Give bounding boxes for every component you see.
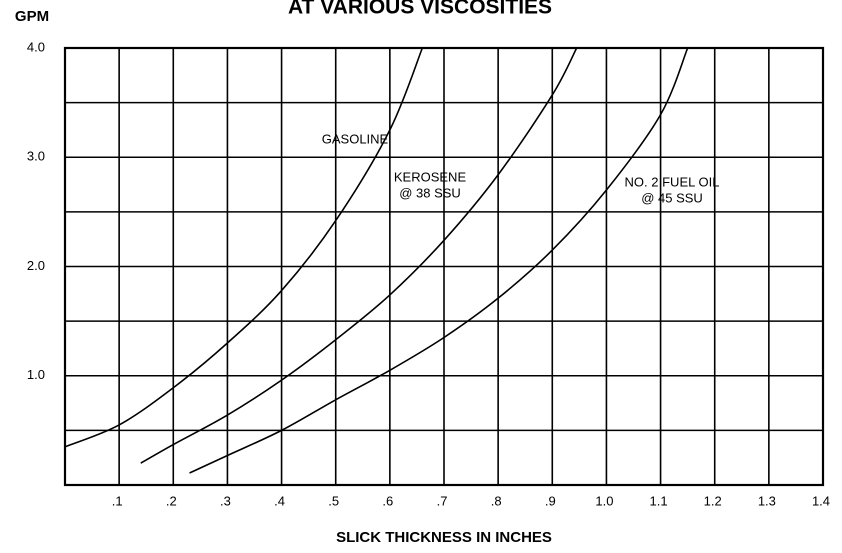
x-tick-label: .9 <box>545 493 556 508</box>
curve-label: GASOLINE <box>322 131 389 146</box>
x-tick-label: 1.1 <box>650 493 668 508</box>
x-tick-label: 1.3 <box>758 493 776 508</box>
y-tick-label: 3.0 <box>27 149 45 164</box>
curve <box>64 47 424 448</box>
x-tick-label: 1.0 <box>595 493 613 508</box>
x-tick-label: 1.4 <box>812 493 830 508</box>
x-tick-label: 1.2 <box>704 493 722 508</box>
curve <box>140 47 578 464</box>
curve-label: @ 45 SSU <box>641 190 703 205</box>
y-tick-label: 1.0 <box>27 367 45 382</box>
x-tick-label: .3 <box>220 493 231 508</box>
curve-label: KEROSENE <box>394 169 467 184</box>
x-tick-label: .1 <box>112 493 123 508</box>
y-tick-label: 2.0 <box>27 258 45 273</box>
x-tick-label: .8 <box>491 493 502 508</box>
curve-label: @ 38 SSU <box>399 185 461 200</box>
x-tick-label: .7 <box>437 493 448 508</box>
x-tick-label: .6 <box>382 493 393 508</box>
curve-label: NO. 2 FUEL OIL <box>625 174 720 189</box>
chart-title: AT VARIOUS VISCOSITIES <box>288 0 552 19</box>
x-tick-label: .2 <box>166 493 177 508</box>
x-axis-label: SLICK THICKNESS IN INCHES <box>336 529 552 546</box>
y-tick-label: 4.0 <box>27 39 45 54</box>
x-tick-label: .5 <box>328 493 339 508</box>
x-tick-label: .4 <box>274 493 285 508</box>
y-axis-label: GPM <box>15 8 49 25</box>
plot-frame <box>63 46 825 487</box>
curve <box>189 47 689 474</box>
